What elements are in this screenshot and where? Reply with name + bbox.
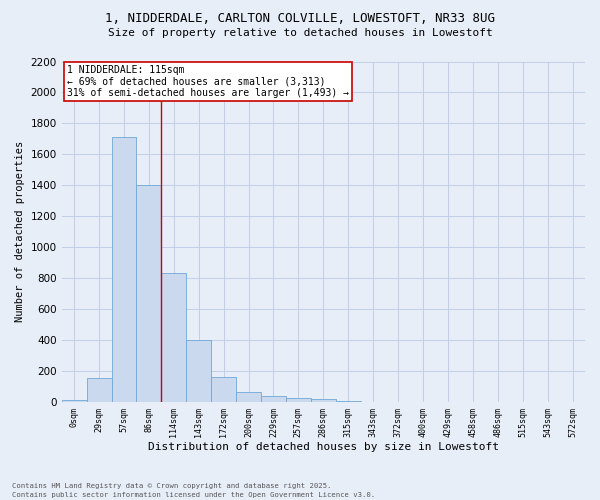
Bar xyxy=(236,392,261,402)
Bar xyxy=(311,400,336,402)
Bar xyxy=(86,378,112,402)
Bar xyxy=(211,376,236,402)
Bar xyxy=(186,340,211,402)
Text: Contains public sector information licensed under the Open Government Licence v3: Contains public sector information licen… xyxy=(12,492,375,498)
Bar xyxy=(286,398,311,402)
Bar xyxy=(136,186,161,402)
Bar xyxy=(62,400,86,402)
Text: Size of property relative to detached houses in Lowestoft: Size of property relative to detached ho… xyxy=(107,28,493,38)
Bar xyxy=(112,138,136,402)
Y-axis label: Number of detached properties: Number of detached properties xyxy=(15,141,25,322)
Text: 1, NIDDERDALE, CARLTON COLVILLE, LOWESTOFT, NR33 8UG: 1, NIDDERDALE, CARLTON COLVILLE, LOWESTO… xyxy=(105,12,495,26)
Bar xyxy=(261,396,286,402)
Text: Contains HM Land Registry data © Crown copyright and database right 2025.: Contains HM Land Registry data © Crown c… xyxy=(12,483,331,489)
X-axis label: Distribution of detached houses by size in Lowestoft: Distribution of detached houses by size … xyxy=(148,442,499,452)
Bar xyxy=(161,273,186,402)
Text: 1 NIDDERDALE: 115sqm
← 69% of detached houses are smaller (3,313)
31% of semi-de: 1 NIDDERDALE: 115sqm ← 69% of detached h… xyxy=(67,65,349,98)
